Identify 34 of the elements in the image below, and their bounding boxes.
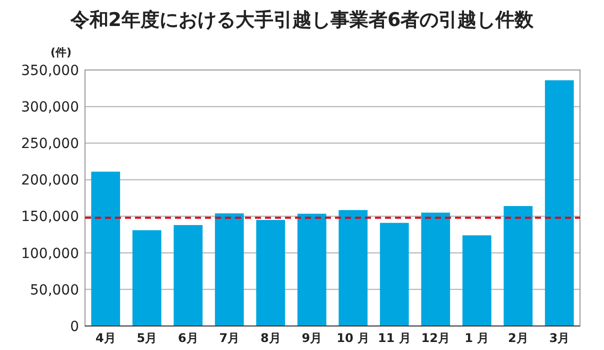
y-tick-label: 100,000 (21, 246, 79, 262)
y-axis-title: (件) (50, 46, 72, 59)
bar (504, 206, 533, 326)
x-tick-label: 12月 (421, 331, 450, 345)
bar (380, 222, 409, 326)
x-tick-label: 3月 (549, 331, 570, 345)
bar (421, 212, 450, 326)
x-tick-label: 2月 (508, 331, 528, 345)
chart-title: 令和2年度における大手引越し事業者6者の引越し件数 (69, 9, 535, 31)
bar (91, 172, 120, 326)
x-tick-label: 6月 (178, 331, 198, 345)
y-tick-label: 0 (70, 318, 79, 335)
y-tick-label: 250,000 (21, 136, 79, 152)
y-tick-label: 200,000 (21, 172, 79, 189)
x-tick-label: 8月 (260, 331, 281, 345)
x-tick-label: 9月 (302, 331, 322, 345)
y-tick-label: 150,000 (21, 209, 79, 226)
y-tick-label: 50,000 (30, 282, 79, 298)
bar (132, 230, 162, 326)
x-tick-label: 4月 (95, 331, 116, 345)
bar (338, 210, 368, 326)
bar (462, 235, 492, 326)
x-tick-label: 5月 (136, 331, 158, 345)
x-tick-label: 7月 (219, 331, 240, 345)
y-tick-label: 350,000 (21, 62, 79, 79)
bar (256, 220, 286, 326)
y-tick-label: 300,000 (21, 99, 79, 116)
x-tick-label: 11 月 (378, 331, 411, 345)
bar (544, 80, 574, 326)
x-tick-label: 1 月 (464, 331, 490, 345)
bar (297, 214, 326, 326)
bar (214, 213, 244, 326)
bar (174, 225, 203, 326)
x-tick-label: 10 月 (336, 331, 370, 345)
